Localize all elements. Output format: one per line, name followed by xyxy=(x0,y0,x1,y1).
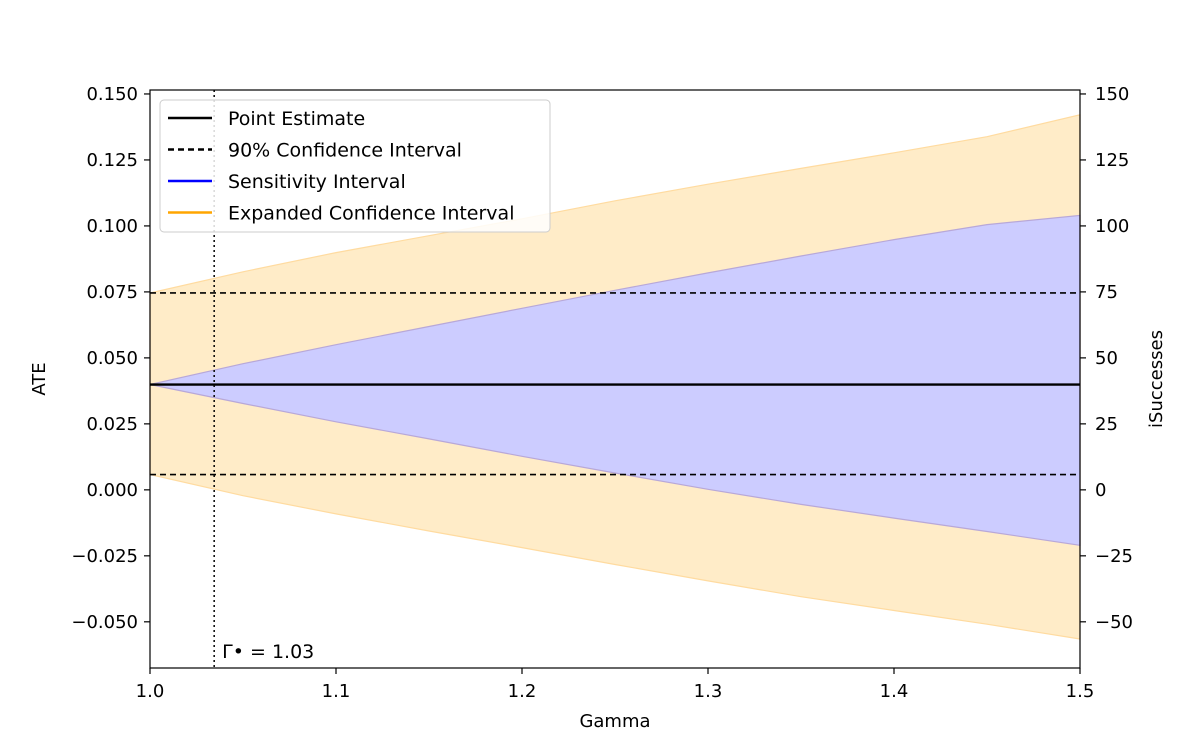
y2-tick-label: 100 xyxy=(1095,216,1129,237)
y2-tick-label: 125 xyxy=(1095,150,1129,171)
legend-entry-point-estimate: Point Estimate xyxy=(168,108,365,130)
y-tick-label: −0.025 xyxy=(71,546,138,567)
x-axis-label: Gamma xyxy=(579,711,650,732)
y-tick-label: 0.150 xyxy=(86,84,138,105)
legend-label: Expanded Confidence Interval xyxy=(228,203,514,225)
legend-entry-expanded-interval: Expanded Confidence Interval xyxy=(168,203,514,225)
y2-axis-label: iSuccesses xyxy=(1146,330,1167,428)
gamma-annotation: Γ• = 1.03 xyxy=(222,641,314,663)
y-tick-label: 0.000 xyxy=(86,480,138,501)
legend-entry-confidence-interval: 90% Confidence Interval xyxy=(168,140,462,162)
x-tick-label: 1.2 xyxy=(508,681,537,702)
y2-tick-label: 25 xyxy=(1095,414,1118,435)
x-tick-label: 1.0 xyxy=(136,681,165,702)
y2-tick-label: 0 xyxy=(1095,480,1106,501)
y-tick-label: 0.075 xyxy=(86,282,138,303)
legend-label: Point Estimate xyxy=(228,108,365,130)
legend: Point Estimate 90% Confidence Interval S… xyxy=(159,99,551,233)
legend-entry-sensitivity-interval: Sensitivity Interval xyxy=(168,171,406,193)
legend-label: 90% Confidence Interval xyxy=(228,140,462,162)
y2-tick-label: −50 xyxy=(1095,612,1133,633)
y-tick-label: 0.025 xyxy=(86,414,138,435)
y-axis-label: ATE xyxy=(29,362,50,395)
x-tick-label: 1.5 xyxy=(1066,681,1095,702)
legend-box xyxy=(159,99,551,233)
axis-ticks: 1.0 1.1 1.2 1.3 1.4 1.5 −0.050 −0.025 0.000 0.025… xyxy=(71,84,1133,702)
x-tick-label: 1.1 xyxy=(322,681,351,702)
y-tick-label: −0.050 xyxy=(71,612,138,633)
y-tick-label: 0.050 xyxy=(86,348,138,369)
legend-label: Sensitivity Interval xyxy=(228,171,406,193)
interval-fills xyxy=(149,114,1081,640)
y2-tick-label: −25 xyxy=(1095,546,1133,567)
x-tick-label: 1.3 xyxy=(694,681,723,702)
x-tick-label: 1.4 xyxy=(880,681,909,702)
y2-tick-label: 50 xyxy=(1095,348,1118,369)
y2-tick-label: 150 xyxy=(1095,84,1129,105)
y-tick-label: 0.100 xyxy=(86,216,138,237)
y2-tick-label: 75 xyxy=(1095,282,1118,303)
plot-frame xyxy=(149,89,1081,669)
y-tick-label: 0.125 xyxy=(86,150,138,171)
